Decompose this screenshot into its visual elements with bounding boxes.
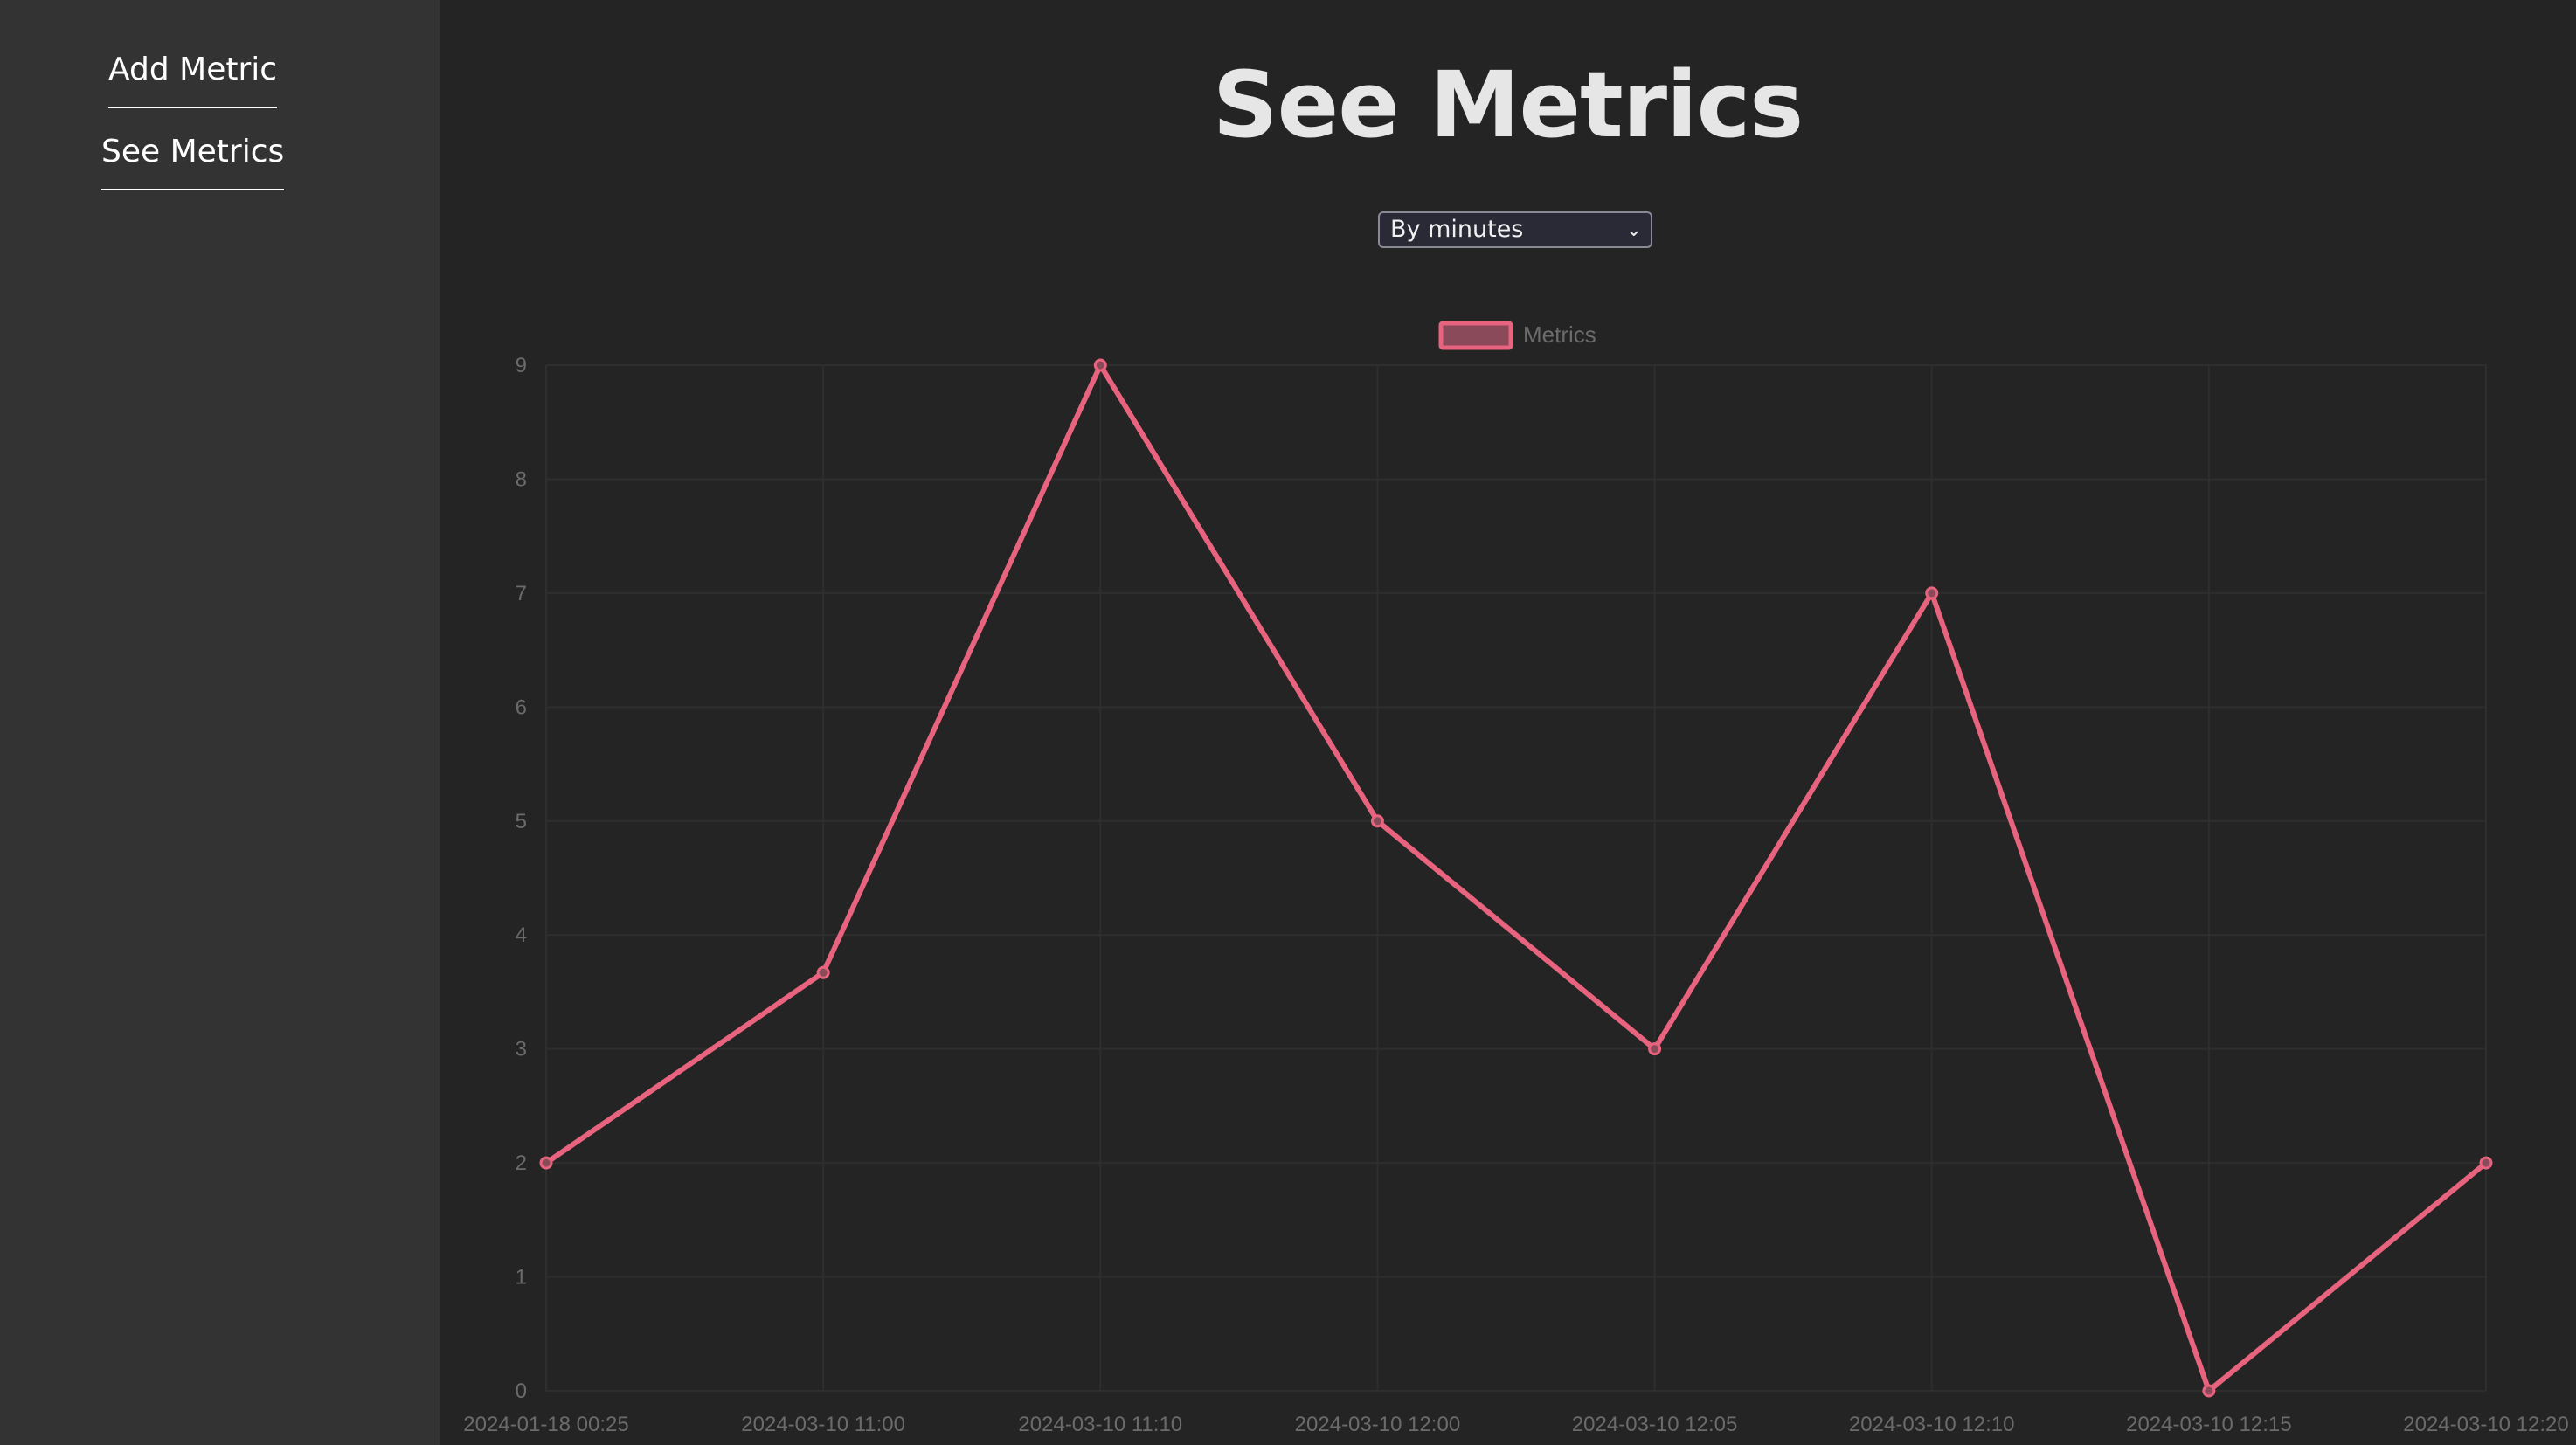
- legend-label: Metrics: [1523, 321, 1596, 348]
- data-point: [1370, 814, 1384, 828]
- data-point: [539, 1156, 553, 1170]
- data-point: [2479, 1156, 2493, 1170]
- series-line-metrics: [544, 363, 2489, 1393]
- data-point: [1648, 1042, 1662, 1056]
- y-tick-label: 3: [516, 1038, 527, 1061]
- y-tick-label: 0: [516, 1379, 527, 1403]
- data-point: [816, 965, 830, 979]
- data-point: [2202, 1384, 2216, 1398]
- x-tick-label: 2024-03-10 12:05: [1572, 1413, 1738, 1436]
- y-tick-label: 4: [516, 923, 527, 947]
- y-tick-label: 6: [516, 695, 527, 719]
- data-point: [1093, 358, 1107, 372]
- y-tick-label: 9: [516, 354, 527, 377]
- x-tick-label: 2024-03-10 12:00: [1295, 1413, 1461, 1436]
- nav-add-metric-link[interactable]: Add Metric: [108, 51, 278, 108]
- nav-see-metrics-link[interactable]: See Metrics: [101, 133, 285, 190]
- select-value: By minutes: [1390, 216, 1524, 243]
- legend-swatch: [1438, 321, 1513, 350]
- y-tick-label: 2: [516, 1151, 527, 1175]
- main-content: See Metrics By minutes ⌄: [440, 0, 2576, 1445]
- y-tick-label: 8: [516, 467, 527, 491]
- x-tick-label: 2024-03-10 11:10: [1018, 1413, 1182, 1436]
- sidebar: Add Metric See Metrics: [0, 0, 440, 1445]
- y-tick-label: 1: [516, 1266, 527, 1289]
- data-point: [1925, 586, 1939, 600]
- page-title: See Metrics: [1212, 52, 1804, 158]
- chevron-down-icon: ⌄: [1625, 219, 1642, 241]
- x-tick-label: 2024-03-10 12:20: [2403, 1413, 2569, 1436]
- y-tick-label: 5: [516, 810, 527, 833]
- x-tick-label: 2024-01-18 00:25: [463, 1413, 629, 1436]
- x-tick-label: 2024-03-10 11:00: [741, 1413, 905, 1436]
- y-tick-label: 7: [516, 582, 527, 605]
- x-tick-label: 2024-03-10 12:15: [2126, 1413, 2292, 1436]
- time-granularity-select[interactable]: By minutes ⌄: [1378, 211, 1652, 248]
- x-tick-label: 2024-03-10 12:10: [1849, 1413, 2015, 1436]
